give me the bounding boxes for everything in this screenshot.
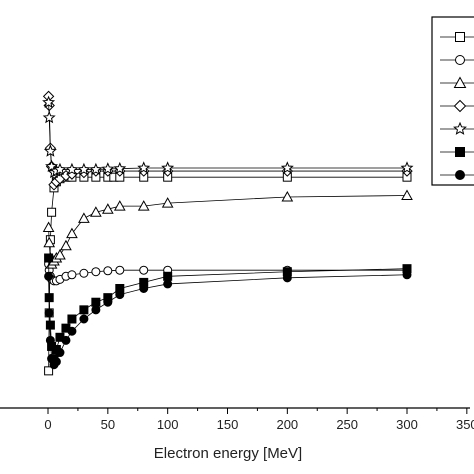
- data-point: [60, 239, 72, 251]
- data-point: [61, 335, 71, 345]
- x-tick-label: 200: [276, 417, 298, 432]
- x-tick-label: 250: [336, 417, 358, 432]
- data-point: [45, 335, 55, 345]
- series-line: [48, 257, 408, 359]
- data-point: [455, 147, 465, 157]
- data-point: [43, 144, 57, 157]
- data-point: [401, 189, 413, 200]
- data-point: [281, 190, 294, 202]
- series-layer: [42, 90, 414, 376]
- data-point: [402, 270, 412, 280]
- data-point: [67, 314, 77, 324]
- data-point: [91, 305, 101, 315]
- data-point: [47, 207, 57, 217]
- series-5: [42, 95, 414, 179]
- data-point: [282, 273, 292, 283]
- data-point: [55, 348, 65, 358]
- data-point: [91, 297, 101, 307]
- x-tick-label: 300: [396, 417, 418, 432]
- data-point: [53, 162, 67, 176]
- x-tick-label: 0: [44, 417, 51, 432]
- data-point: [43, 236, 56, 248]
- data-point: [89, 162, 103, 176]
- data-point: [77, 162, 91, 176]
- data-point: [400, 161, 414, 174]
- data-point: [90, 206, 102, 217]
- series-line: [48, 274, 408, 366]
- data-point: [455, 55, 465, 65]
- series-7: [44, 270, 412, 370]
- legend: [431, 16, 474, 186]
- data-point: [67, 326, 77, 336]
- data-point: [79, 268, 89, 278]
- data-point: [113, 161, 127, 175]
- data-point: [139, 284, 149, 293]
- data-point: [42, 221, 55, 232]
- x-tick-label: 350: [456, 417, 474, 432]
- data-point: [139, 265, 149, 275]
- data-point: [163, 271, 173, 281]
- data-point: [453, 99, 467, 113]
- data-point: [163, 279, 173, 289]
- data-point: [161, 197, 174, 208]
- data-point: [78, 212, 90, 223]
- data-point: [51, 357, 61, 367]
- data-point: [44, 271, 54, 281]
- data-point: [453, 121, 467, 135]
- data-point: [42, 110, 56, 124]
- axes: 0 50 100 150 200 250 300 350: [0, 407, 474, 432]
- x-tick-label: 50: [101, 417, 115, 432]
- data-point: [280, 161, 294, 174]
- data-point: [101, 162, 115, 175]
- data-point: [137, 200, 150, 211]
- data-point: [79, 314, 89, 324]
- series-line: [48, 96, 407, 186]
- data-point: [115, 290, 125, 300]
- data-point: [137, 161, 151, 174]
- data-point: [455, 32, 465, 42]
- data-point: [103, 266, 113, 276]
- data-point: [115, 265, 125, 275]
- x-tick-label: 150: [217, 417, 239, 432]
- legend-box: [431, 16, 474, 186]
- data-point: [161, 161, 175, 174]
- data-point: [453, 76, 467, 88]
- series-3: [42, 189, 413, 269]
- data-point: [65, 162, 79, 176]
- data-point: [101, 203, 114, 214]
- x-axis-label: Electron energy [MeV]: [154, 445, 302, 462]
- series-line: [48, 195, 408, 266]
- data-point: [113, 200, 126, 211]
- series-line: [48, 102, 407, 174]
- data-point: [66, 227, 78, 239]
- data-point: [42, 95, 56, 108]
- data-point: [455, 170, 465, 180]
- data-point: [67, 270, 77, 280]
- data-point: [103, 297, 113, 307]
- data-point: [91, 267, 101, 277]
- data-point: [45, 320, 55, 330]
- data-point: [44, 366, 54, 376]
- x-tick-label: 100: [157, 417, 179, 432]
- data-point: [54, 248, 66, 260]
- data-point: [44, 308, 54, 318]
- series-line: [48, 264, 407, 282]
- data-point: [44, 253, 54, 263]
- data-point: [79, 305, 89, 315]
